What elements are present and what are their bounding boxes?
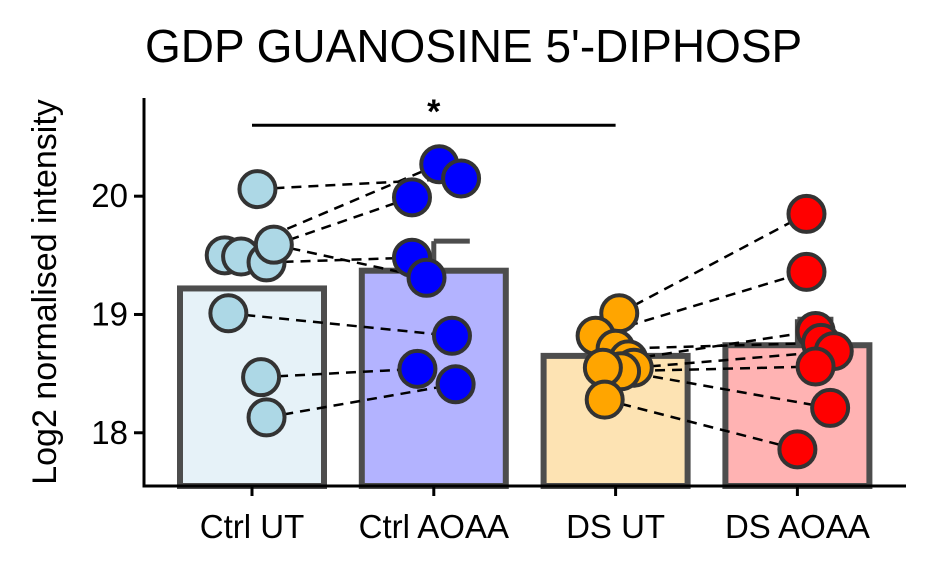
pair-line-13 <box>621 365 816 373</box>
x-tick-label-2: DS UT <box>566 508 665 545</box>
point-3-6 <box>810 387 851 428</box>
point-3-5 <box>795 346 836 387</box>
y-tick-label-2: 20 <box>91 177 128 214</box>
significance-label-0: * <box>427 93 441 131</box>
point-1-1 <box>441 158 482 199</box>
x-tick-label-3: DS AOAA <box>725 508 870 545</box>
point-0-5 <box>208 293 249 334</box>
pair-line-11 <box>628 329 816 361</box>
point-3-7 <box>777 429 818 470</box>
pair-line-3 <box>266 256 413 264</box>
point-0-6 <box>241 357 282 398</box>
bars-layer <box>177 267 873 490</box>
y-axis-label: Log2 normalised intensity <box>26 99 64 485</box>
axes-layer: 18 19 20 Ctrl UT Ctrl AOAA DS UT DS AOAA <box>91 98 906 545</box>
y-tick-label-1: 19 <box>91 295 128 332</box>
x-tick-label-0: Ctrl UT <box>200 508 304 545</box>
point-0-7 <box>246 397 287 438</box>
point-3-0 <box>786 193 827 234</box>
point-1-4 <box>406 257 447 298</box>
significance-layer: * <box>252 93 616 131</box>
pair-line-4 <box>273 243 427 280</box>
pair-line-8 <box>618 212 808 315</box>
points-layer <box>204 144 854 470</box>
point-1-6 <box>397 348 438 389</box>
pair-line-6 <box>261 367 418 379</box>
point-3-1 <box>786 251 827 292</box>
point-1-5 <box>431 315 472 356</box>
point-2-7 <box>584 379 625 420</box>
pair-line-7 <box>266 383 456 419</box>
point-1-2 <box>391 177 432 218</box>
pair-line-2 <box>240 196 413 258</box>
pair-line-5 <box>228 312 453 338</box>
chart-title: GDP GUANOSINE 5'-DIPHOSP <box>145 20 802 72</box>
point-0-0 <box>237 169 278 210</box>
y-tick-label-0: 18 <box>91 414 128 451</box>
point-0-4 <box>253 224 294 265</box>
point-1-7 <box>435 364 476 405</box>
x-tick-label-1: Ctrl AOAA <box>359 508 509 545</box>
